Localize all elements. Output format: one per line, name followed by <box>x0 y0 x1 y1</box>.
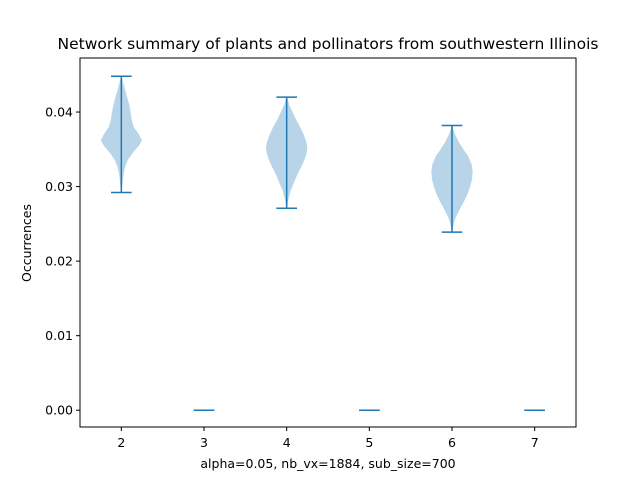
chart-title: Network summary of plants and pollinator… <box>58 35 599 53</box>
y-axis-label: Occurrences <box>19 204 34 282</box>
y-tick-label: 0.03 <box>45 179 73 194</box>
violin-4 <box>266 96 308 209</box>
y-tick-label: 0.01 <box>45 328 73 343</box>
violin-2 <box>100 75 142 194</box>
y-tick-label: 0.00 <box>45 403 73 418</box>
x-axis: 2 3 4 5 6 7 <box>117 427 539 450</box>
plot-frame <box>79 57 577 428</box>
x-axis-label: alpha=0.05, nb_vx=1884, sub_size=700 <box>200 456 455 471</box>
x-tick-label: 4 <box>283 435 291 450</box>
y-tick-label: 0.04 <box>45 105 73 120</box>
x-tick-label: 6 <box>448 435 456 450</box>
y-axis: 0.00 0.01 0.02 0.03 0.04 <box>45 105 80 418</box>
violins-group <box>100 75 545 411</box>
y-tick-label: 0.02 <box>45 254 73 269</box>
x-tick-label: 3 <box>200 435 208 450</box>
violin-6 <box>431 124 473 233</box>
x-tick-label: 7 <box>531 435 539 450</box>
x-tick-label: 2 <box>117 435 125 450</box>
x-tick-label: 5 <box>365 435 373 450</box>
